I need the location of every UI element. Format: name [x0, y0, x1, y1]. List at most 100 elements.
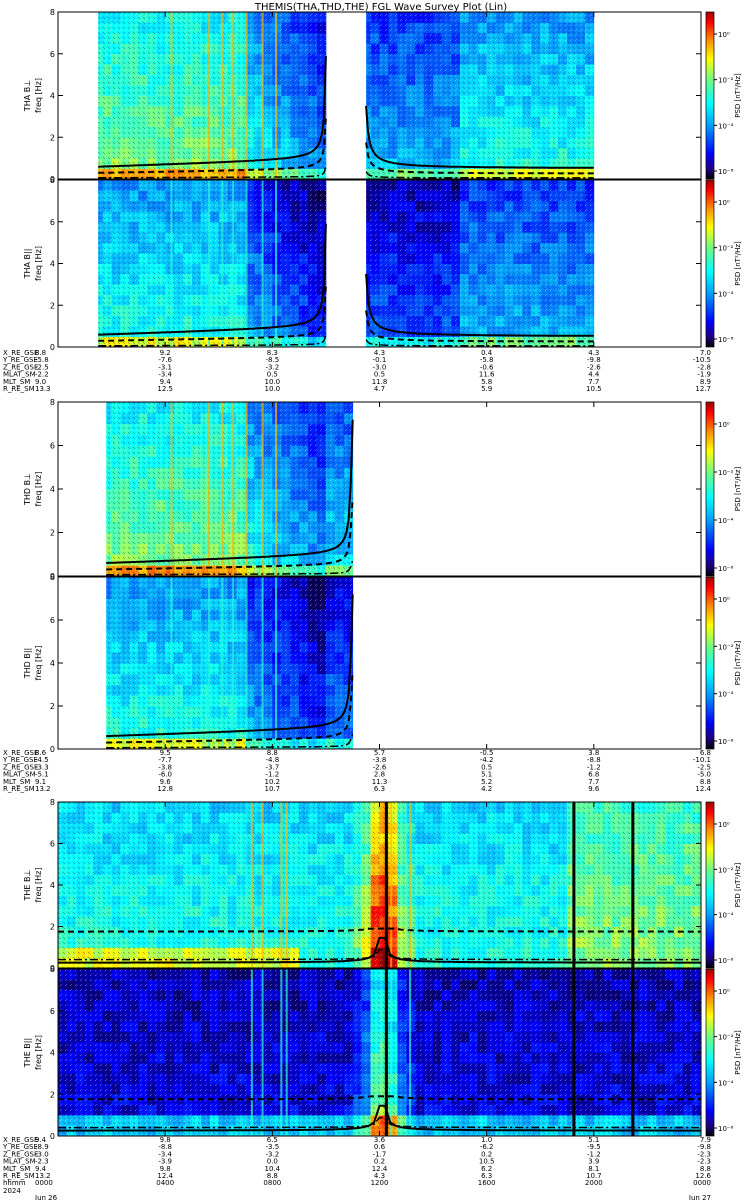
- y-tick-label: 2: [50, 702, 55, 711]
- spectral-streak: [171, 12, 173, 179]
- spectral-streak: [232, 12, 234, 179]
- colorbar-label: PSD [nT²/Hz]: [734, 1030, 742, 1075]
- ephemeris-value: 10.5: [586, 385, 602, 393]
- y-tick-label: 6: [50, 50, 55, 59]
- spectral-streak: [246, 577, 248, 749]
- y-tick-label: 0: [50, 745, 55, 754]
- colorbar-tick-label: 10⁻⁶: [718, 957, 734, 965]
- ephemeris-value: 13.2: [35, 785, 51, 793]
- spectral-streak: [251, 802, 253, 968]
- spectrogram-texture: [106, 402, 352, 576]
- colorbar-tick-label: 10⁻⁶: [718, 738, 734, 746]
- spectrogram-texture: [58, 969, 701, 1136]
- spectral-streak: [221, 577, 223, 749]
- spectral-streak: [232, 180, 234, 347]
- spectral-streak: [262, 577, 264, 749]
- colorbar-tick-label: 10⁻²: [718, 245, 734, 253]
- spectral-streak: [221, 12, 223, 179]
- ephemeris-value: 4.2: [481, 785, 492, 793]
- spectral-streak: [286, 969, 288, 1136]
- y-tick-label: 8: [50, 398, 55, 407]
- colorbar-label: PSD [nT²/Hz]: [734, 466, 742, 511]
- y-tick-label: 8: [50, 965, 55, 974]
- time-row-label: hhmm: [3, 1179, 26, 1187]
- spectrogram-texture: [58, 802, 701, 968]
- ephemeris-value: 12.4: [695, 785, 711, 793]
- spectral-streak: [280, 802, 282, 968]
- colorbar-tick-label: 10⁻²: [718, 77, 734, 85]
- colorbar-tick-label: 10⁻⁴: [718, 691, 734, 699]
- panel-ylabel: THA B⊥: [23, 80, 32, 112]
- colorbar-tick-label: 10⁰: [718, 31, 730, 39]
- y-tick-label: 6: [50, 840, 55, 849]
- spectral-streak: [409, 802, 411, 968]
- time-tick-label: 0400: [156, 1179, 174, 1187]
- y-tick-label: 8: [50, 798, 55, 807]
- colorbar-tick-label: 10⁻⁶: [718, 336, 734, 344]
- spectral-streak: [280, 969, 282, 1136]
- ephemeris-value: 9.6: [588, 785, 600, 793]
- spectral-streak: [262, 12, 264, 179]
- colorbar-label: PSD [nT²/Hz]: [734, 241, 742, 286]
- ephemeris-value: 5.9: [481, 385, 492, 393]
- spectrogram-texture: [366, 12, 594, 179]
- spectral-streak: [208, 577, 210, 749]
- colorbar-tick-label: 10⁻²: [718, 866, 734, 874]
- end-date: Jun 27: [688, 1194, 711, 1200]
- y-tick-label: 4: [50, 92, 55, 101]
- spectral-streak: [275, 402, 277, 576]
- spectral-streak: [246, 12, 248, 179]
- colorbar-tick-label: 10⁻²: [718, 1034, 734, 1042]
- y-tick-label: 2: [50, 301, 55, 310]
- colorbar-tick-label: 10⁻⁶: [718, 1125, 734, 1133]
- spectrogram-texture: [98, 12, 326, 179]
- colorbar-label: PSD [nT²/Hz]: [734, 73, 742, 118]
- y-tick-label: 4: [50, 485, 55, 494]
- data-gap-line: [572, 969, 575, 1136]
- colorbar-tick-label: 10⁻⁴: [718, 1079, 734, 1087]
- ephemeris-label: R_RE_SM: [3, 785, 35, 793]
- spectral-streak: [232, 577, 234, 749]
- ephemeris-value: 10.0: [265, 385, 281, 393]
- spectral-streak: [232, 402, 234, 576]
- colorbar-tick-label: 10⁻²: [718, 643, 734, 651]
- spectral-streak: [208, 180, 210, 347]
- panel-ylabel-freq: freq [Hz]: [34, 868, 43, 903]
- panel-ylabel-freq: freq [Hz]: [34, 1035, 43, 1070]
- colorbar-tick-label: 10⁻⁶: [718, 168, 734, 176]
- spectral-streak: [221, 402, 223, 576]
- panel-ylabel-freq: freq [Hz]: [34, 78, 43, 113]
- data-gap-line: [572, 802, 575, 968]
- spectral-streak: [262, 180, 264, 347]
- panel-ylabel: THA B||: [23, 249, 32, 280]
- y-tick-label: 6: [50, 442, 55, 451]
- colorbar-tick-label: 10⁰: [718, 421, 730, 429]
- spectrogram-texture: [366, 180, 594, 347]
- colorbar-tick-label: 10⁰: [718, 199, 730, 207]
- spectral-streak: [171, 402, 173, 576]
- y-tick-label: 2: [50, 1090, 55, 1099]
- time-tick-label: 2000: [585, 1179, 603, 1187]
- y-tick-label: 6: [50, 218, 55, 227]
- spectral-streak: [262, 402, 264, 576]
- spectral-streak: [171, 577, 173, 749]
- colorbar: [706, 180, 714, 347]
- colorbar-tick-label: 10⁰: [718, 821, 730, 829]
- colorbar: [706, 577, 714, 749]
- spectral-streak: [208, 402, 210, 576]
- ephemeris-label: R_RE_SM: [3, 385, 35, 393]
- ephemeris-value: 12.8: [157, 785, 173, 793]
- colorbar-tick-label: 10⁻⁴: [718, 517, 734, 525]
- spectral-streak: [251, 969, 253, 1136]
- start-date: Jun 26: [34, 1194, 58, 1200]
- colorbar-label: PSD [nT²/Hz]: [734, 640, 742, 685]
